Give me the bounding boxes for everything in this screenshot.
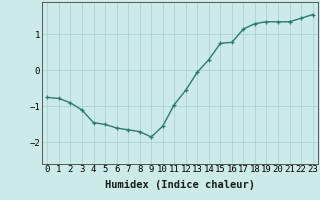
X-axis label: Humidex (Indice chaleur): Humidex (Indice chaleur) bbox=[105, 180, 255, 190]
